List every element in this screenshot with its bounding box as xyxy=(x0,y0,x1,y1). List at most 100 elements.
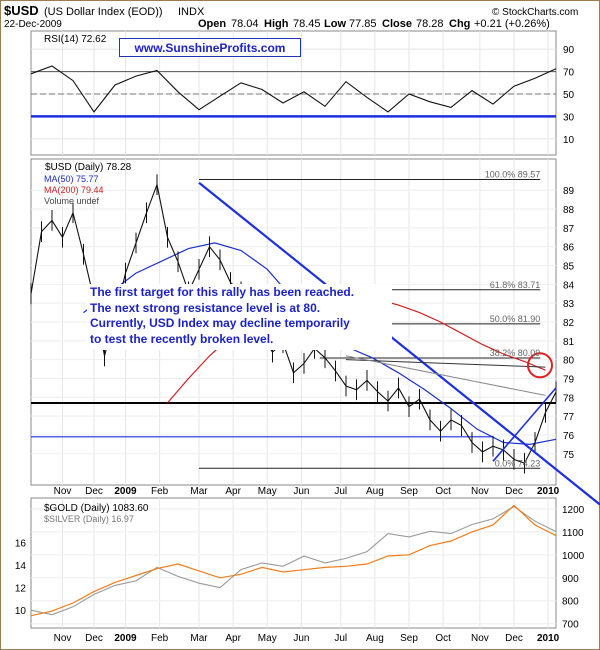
annotation-line: The first target for this rally has been… xyxy=(90,285,355,299)
price-tick-label: 81 xyxy=(563,337,575,348)
fib-level-label: 61.8% 83.71 xyxy=(490,280,541,290)
x-axis-label: Feb xyxy=(151,633,169,644)
x-axis-label: Sep xyxy=(400,633,418,644)
rsi-legend: RSI(14) 72.62 xyxy=(44,34,107,45)
price-tick-label: 77 xyxy=(563,412,575,423)
metals-left-tick: 12 xyxy=(15,584,27,595)
metals-right-tick: 1100 xyxy=(562,528,584,539)
price-tick-label: 76 xyxy=(563,431,575,442)
website-url-box[interactable]: www.SunshineProfits.com xyxy=(119,38,301,57)
x-axis-label: Dec xyxy=(505,633,523,644)
price-tick-label: 79 xyxy=(563,374,575,385)
x-axis-label: Aug xyxy=(366,633,384,644)
x-axis-label: 2009 xyxy=(114,633,137,644)
x-axis-label: 2009 xyxy=(114,486,137,497)
rsi-line xyxy=(30,65,557,113)
annotation-line: Currently, USD Index may decline tempora… xyxy=(90,316,350,330)
convergence-line xyxy=(345,359,546,368)
marks-layer xyxy=(30,65,600,617)
downtrend-line xyxy=(198,181,600,506)
x-axis-label: Jul xyxy=(334,486,347,497)
fib-level-label: 100.0% 89.57 xyxy=(485,170,541,180)
fib-level-label: 50.0% 81.90 xyxy=(490,314,541,324)
metals-right-tick: 900 xyxy=(562,574,579,585)
price-tick-label: 83 xyxy=(563,299,575,310)
x-axis-label: Feb xyxy=(151,486,169,497)
x-axis-label: Dec xyxy=(85,633,103,644)
silver-line xyxy=(30,505,557,616)
header-high-label: High xyxy=(264,18,289,30)
header-date: 22-Dec-2009 xyxy=(4,19,62,30)
highlight-circle xyxy=(527,352,553,379)
price-tick-label: 88 xyxy=(563,205,575,216)
header-open: 78.04 xyxy=(231,18,259,30)
volume-legend: Volume undef xyxy=(44,196,100,206)
header-open-label: Open xyxy=(198,18,226,30)
rsi-tick-label: 70 xyxy=(563,68,575,79)
annotation-line: to test the recently broken level. xyxy=(90,331,274,346)
metals-left-tick: 10 xyxy=(15,606,27,617)
header-symbol: $USD xyxy=(4,3,39,18)
price-legend: $USD (Daily) 78.28 xyxy=(45,162,132,173)
uptrend-line xyxy=(492,387,557,462)
x-axis-label: Jun xyxy=(293,633,309,644)
header-low-label: Low xyxy=(324,18,346,30)
x-axis-label: May xyxy=(258,486,277,497)
x-axis-label: Mar xyxy=(190,486,208,497)
metals-right-tick: 1200 xyxy=(562,505,585,516)
price-tick-label: 78 xyxy=(563,393,575,404)
ma50-legend: MA(50) 75.77 xyxy=(44,174,99,184)
price-tick-label: 75 xyxy=(563,450,575,461)
x-axis-label: Aug xyxy=(366,486,384,497)
price-tick-label: 89 xyxy=(563,186,575,197)
header-name: (US Dollar Index (EOD)) xyxy=(44,6,163,18)
rsi-tick-label: 30 xyxy=(563,112,575,123)
convergence-line-lower xyxy=(345,355,546,396)
annotation-line: The next strong resistance level is at 8… xyxy=(90,300,321,315)
header-chg: +0.21 (+0.26%) xyxy=(474,18,550,30)
gold-line xyxy=(30,504,557,617)
ma200-legend: MA(200) 79.44 xyxy=(44,185,104,195)
labels-layer: 90 70 50 30 10 89 88 87 86 85 84 83 82 81 80 79 78 77 76 75… xyxy=(15,45,585,644)
silver-legend: $SILVER (Daily) 16.97 xyxy=(44,514,134,524)
price-tick-label: 80 xyxy=(563,356,575,367)
x-axis-label: May xyxy=(258,633,277,644)
x-axis-label: Oct xyxy=(435,633,451,644)
price-tick-label: 84 xyxy=(563,280,575,291)
x-axis-label: Oct xyxy=(435,486,451,497)
header-high: 78.45 xyxy=(293,18,321,30)
header-low: 77.85 xyxy=(349,18,377,30)
x-axis-label: Nov xyxy=(54,633,72,644)
metals-panel xyxy=(30,497,557,629)
fib-level-label: 38.2% 80.09 xyxy=(490,348,541,358)
metals-right-tick: 800 xyxy=(562,597,579,608)
price-tick-label: 86 xyxy=(563,243,575,254)
fib-level-label: 0.0% 74.23 xyxy=(495,458,541,468)
rsi-tick-label: 90 xyxy=(563,45,575,56)
header-close-label: Close xyxy=(382,18,412,30)
gold-legend: $GOLD (Daily) 1083.60 xyxy=(44,503,149,514)
header-exchange: INDX xyxy=(178,6,205,18)
x-axis-label: Nov xyxy=(54,486,72,497)
metals-left-tick: 14 xyxy=(15,561,27,572)
rsi-tick-label: 50 xyxy=(563,90,575,101)
price-tick-label: 87 xyxy=(563,224,575,235)
x-axis-label: 2010 xyxy=(537,486,560,497)
x-axis-label: Mar xyxy=(190,633,208,644)
metals-left-tick: 16 xyxy=(15,539,27,550)
header-chg-label: Chg xyxy=(449,18,470,30)
header-copyright: © StockCharts.com xyxy=(492,7,578,18)
x-axis-label: Apr xyxy=(225,486,241,497)
x-axis-label: Jul xyxy=(334,633,347,644)
x-axis-label: Apr xyxy=(225,633,241,644)
metals-right-tick: 1000 xyxy=(562,551,585,562)
price-tick-label: 82 xyxy=(563,318,575,329)
price-tick-label: 85 xyxy=(563,262,575,273)
metals-right-tick: 700 xyxy=(562,620,579,631)
x-axis-label: Dec xyxy=(85,486,103,497)
annotation-box: The first target for this rally has been… xyxy=(87,284,392,350)
x-axis-label: Jun xyxy=(293,486,309,497)
x-axis-label: Dec xyxy=(505,486,523,497)
x-axis-label: Nov xyxy=(471,486,489,497)
